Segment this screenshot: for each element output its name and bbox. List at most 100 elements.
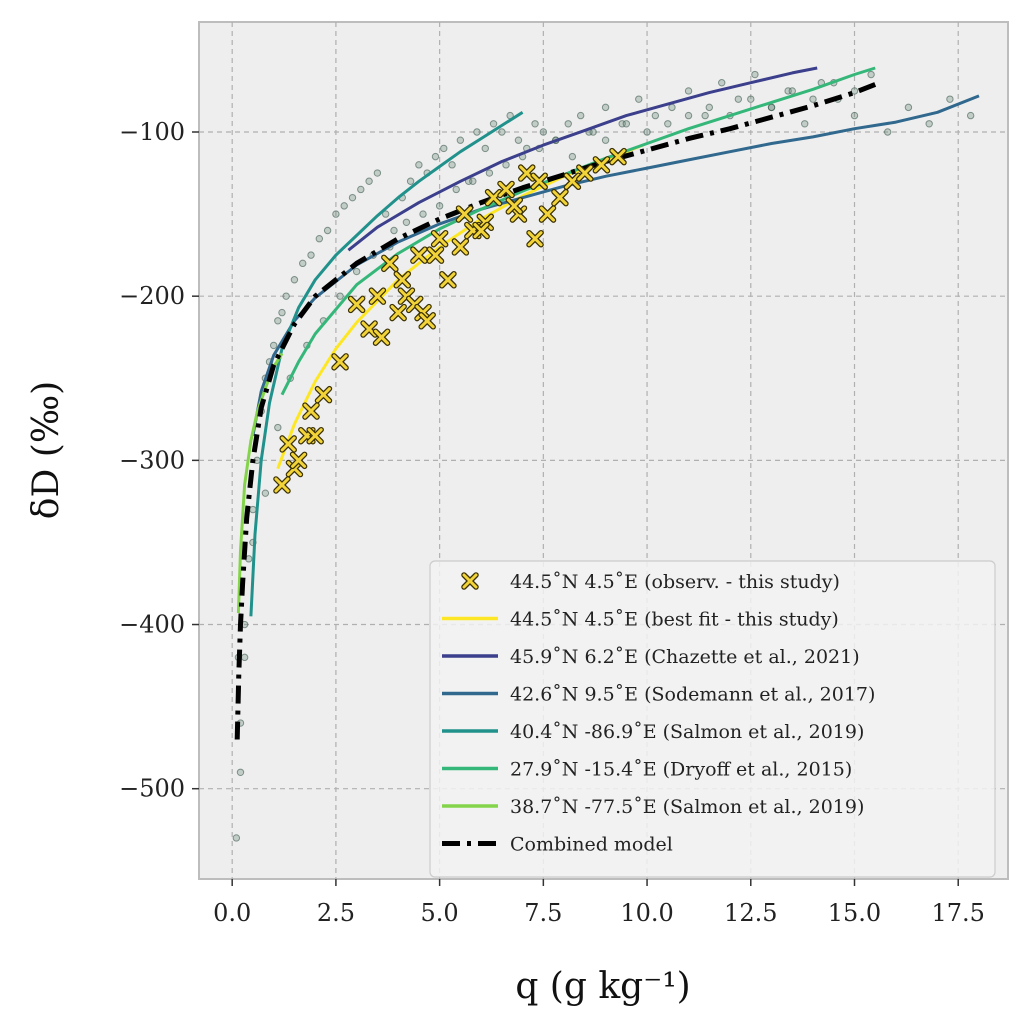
background-point: [664, 120, 672, 128]
observation-point: [306, 426, 324, 445]
observation-point: [393, 271, 412, 289]
observation-point: [410, 246, 428, 264]
background-point: [946, 95, 954, 103]
axis-ticks: 0.0 2.5 5.0 7.5 10.0 12.5 15.0 17.5 −100 −200 −300…: [119, 118, 985, 927]
legend-box: [429, 560, 996, 878]
background-point: [531, 120, 539, 128]
observation-point: [368, 287, 387, 305]
x-tick-label: 10.0: [620, 899, 673, 927]
x-tick-label: 15.0: [828, 899, 881, 927]
background-point: [307, 251, 315, 259]
background-point: [236, 768, 245, 776]
background-point: [448, 161, 456, 169]
y-tick-label: −500: [119, 775, 185, 803]
x-tick-label: 5.0: [421, 899, 459, 927]
legend-entry: 44.5˚N 4.5˚E (observ. - this study): [461, 571, 840, 593]
y-tick-label: −100: [119, 118, 185, 146]
background-point: [274, 317, 282, 325]
observation-point: [551, 188, 569, 207]
background-point: [539, 128, 548, 136]
background-point: [801, 120, 809, 128]
observation-point: [563, 172, 582, 191]
series-line: [249, 111, 524, 617]
background-point: [668, 103, 676, 112]
background-point: [352, 267, 361, 276]
observation-point: [530, 172, 548, 191]
x-tick-label: 12.5: [724, 899, 777, 927]
background-point: [564, 120, 572, 128]
background-point: [348, 193, 357, 202]
background-point: [336, 292, 344, 300]
x-tick-label: 7.5: [524, 899, 562, 927]
observation-point: [389, 303, 407, 322]
observation-point: [509, 205, 528, 223]
background-point: [365, 177, 373, 185]
background-point: [751, 70, 759, 79]
background-point: [269, 341, 278, 350]
background-point: [867, 70, 875, 79]
observation-point: [497, 180, 515, 199]
background-point: [452, 185, 460, 194]
background-point: [684, 87, 693, 95]
observation-point: [472, 221, 490, 240]
observation-point: [360, 320, 378, 338]
background-point: [705, 103, 713, 112]
observation-point: [285, 459, 304, 478]
y-tick-label: −300: [119, 446, 185, 474]
observation-point: [476, 213, 495, 232]
legend-entry: 40.4˚N -86.9˚E (Salmon et al., 2019): [442, 721, 864, 743]
observation-point: [517, 164, 536, 182]
series-line: [234, 82, 877, 740]
observation-point: [426, 246, 445, 264]
observation-point: [439, 271, 457, 289]
legend-label: 42.6˚N 9.5˚E (Sodemann et al., 2017): [510, 684, 875, 706]
background-point: [502, 161, 510, 169]
observation-point: [279, 435, 297, 453]
series-line: [347, 66, 818, 252]
observation-point: [451, 238, 470, 256]
background-point: [261, 489, 270, 497]
background-point: [299, 259, 307, 268]
x-axis-label: q (g kg⁻¹): [515, 966, 690, 1007]
legend-label: 44.5˚N 4.5˚E (best fit - this study): [510, 609, 839, 631]
background-point: [315, 235, 324, 243]
background-point: [485, 169, 494, 177]
observation-point: [455, 205, 474, 223]
background-point: [718, 79, 726, 87]
background-point: [601, 103, 610, 112]
background-point: [643, 128, 651, 136]
background-point: [601, 136, 610, 144]
x-tick-label: 0.0: [213, 899, 251, 927]
observation-point: [302, 402, 320, 420]
x-tick-label: 17.5: [931, 899, 984, 927]
background-point: [966, 111, 975, 120]
background-point: [904, 103, 913, 112]
background-point: [747, 95, 755, 103]
observation-point: [414, 303, 432, 322]
background-point: [481, 144, 489, 153]
background-point: [431, 152, 440, 161]
background-point: [240, 653, 249, 662]
background-point: [767, 103, 776, 112]
observation-point: [592, 156, 611, 174]
background-scatter: [232, 70, 975, 842]
background-point: [925, 120, 933, 128]
background-point: [406, 177, 415, 185]
legend-label: 38.7˚N -77.5˚E (Salmon et al., 2019): [510, 796, 864, 818]
background-point: [357, 185, 365, 194]
background-point: [635, 95, 643, 103]
x-tick-label: 2.5: [317, 899, 355, 927]
background-point: [278, 308, 286, 317]
background-point: [622, 120, 631, 128]
observation-point: [331, 353, 349, 371]
y-tick-label: −400: [119, 611, 185, 639]
background-point: [323, 226, 332, 235]
observation-point: [505, 197, 524, 215]
legend-entry: 27.9˚N -15.4˚E (Dryoff et al., 2015): [442, 759, 852, 781]
background-point: [576, 111, 585, 120]
legend-entry: Combined model: [442, 834, 673, 856]
background-point: [684, 111, 693, 120]
observation-point: [381, 254, 399, 273]
observation-point: [372, 328, 391, 346]
y-axis-label: δD (‰): [26, 381, 67, 519]
